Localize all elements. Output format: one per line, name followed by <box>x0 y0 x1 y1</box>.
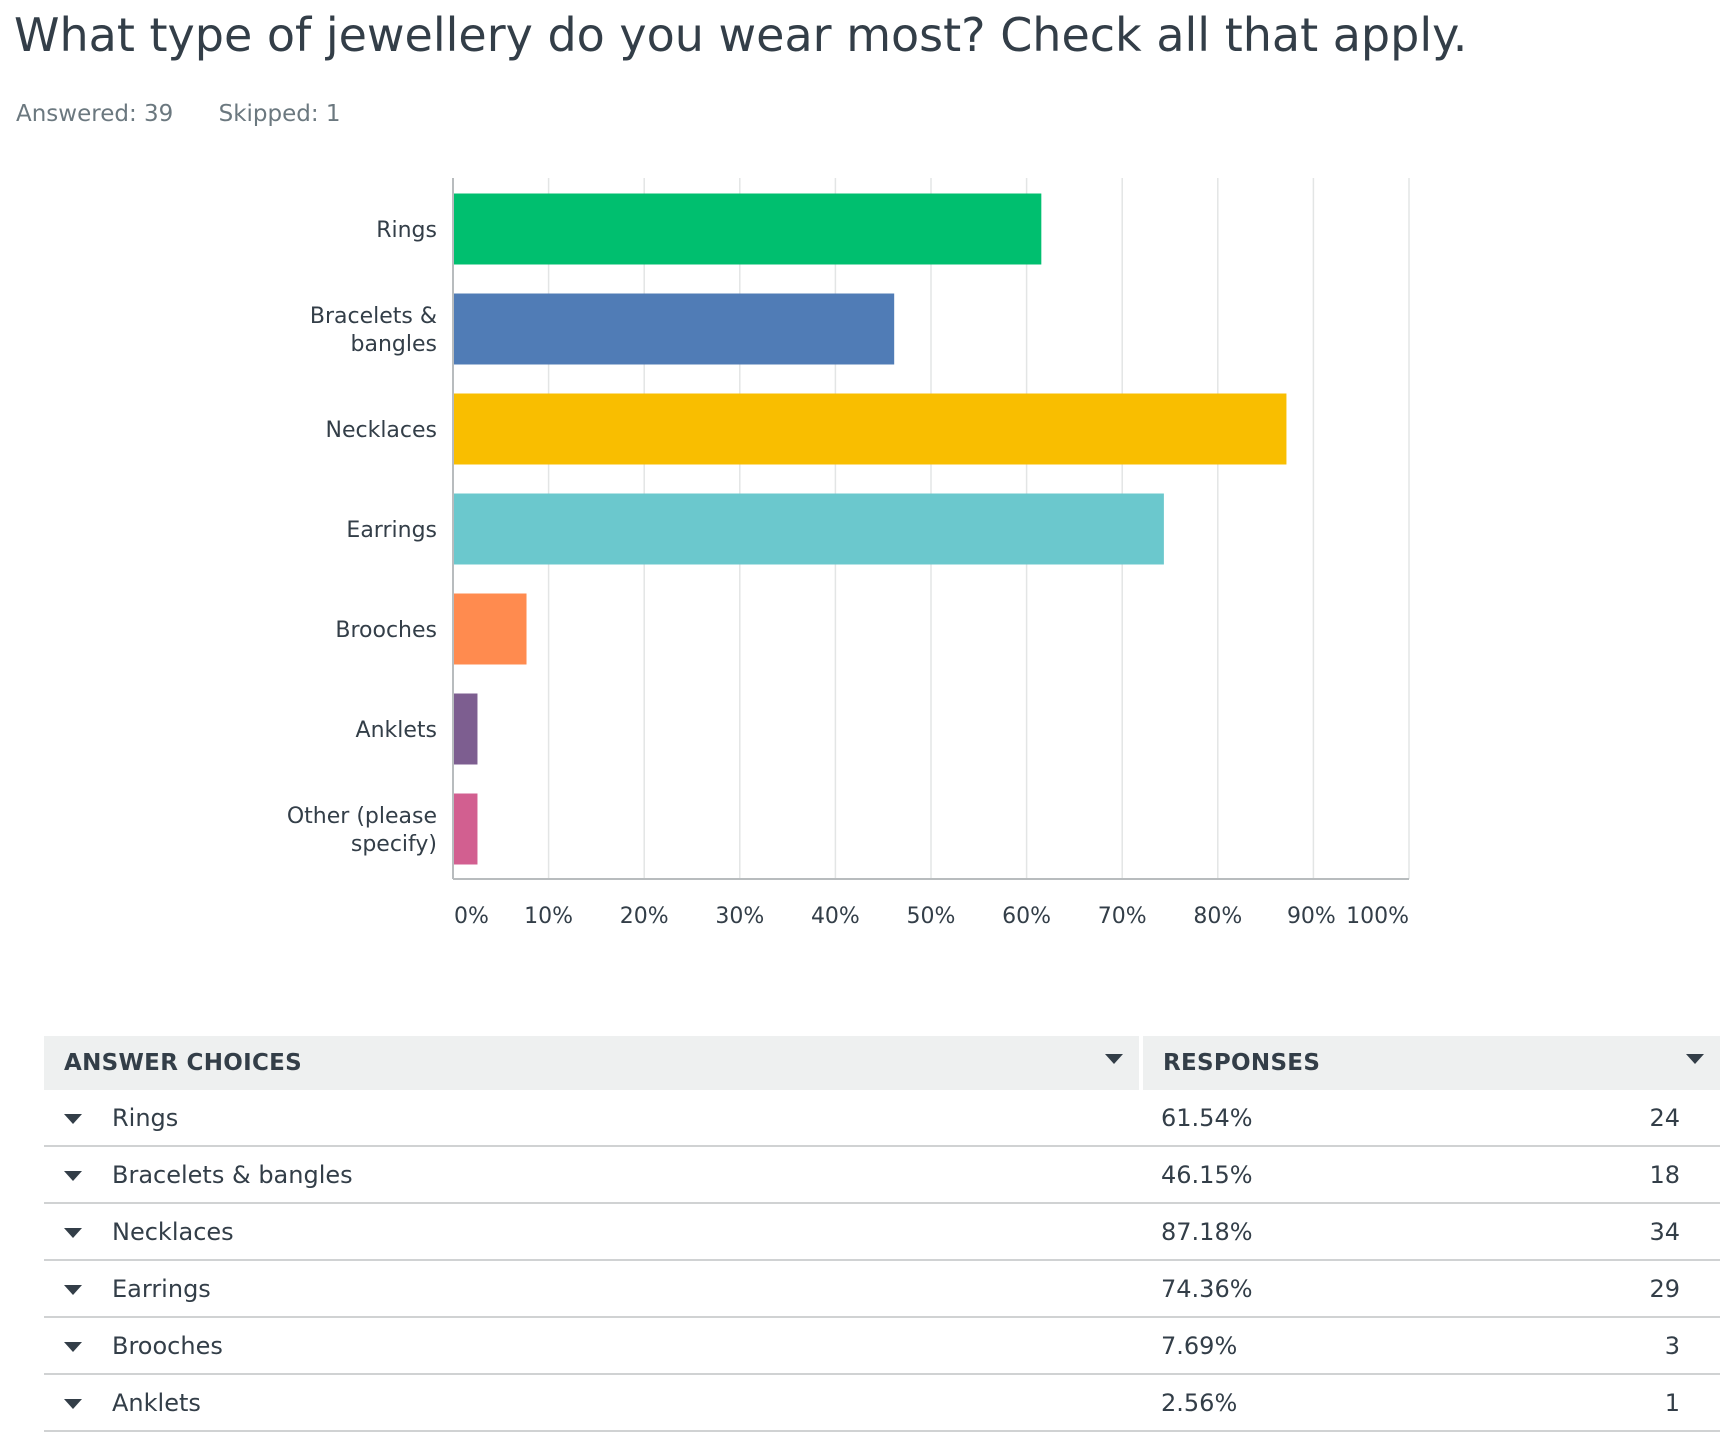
bar-brooches[interactable] <box>454 593 527 665</box>
table-row: Rings 61.54% 24 <box>44 1090 1720 1147</box>
answer-choice-label: Rings <box>112 1103 179 1132</box>
responses-header-label: RESPONSES <box>1163 1050 1321 1076</box>
bar-chart: 0% 10% 20% 30% 40% 50% 60% 70% 80% 90% 100% Rings Br… <box>287 178 1410 929</box>
category-label: Bracelets & bangles <box>310 304 437 357</box>
table-row: Brooches 7.69% 3 <box>44 1317 1720 1375</box>
sort-responses-icon[interactable] <box>1686 1054 1704 1064</box>
bar-necklaces[interactable] <box>454 393 1287 465</box>
category-label: Anklets <box>356 718 437 743</box>
answer-choice-cell: Earrings <box>44 1260 1141 1318</box>
response-count: 24 <box>1495 1090 1720 1147</box>
responses-header[interactable]: RESPONSES <box>1141 1036 1720 1090</box>
category-label: Necklaces <box>325 418 437 443</box>
expand-row-icon[interactable] <box>64 1113 82 1124</box>
answer-choice-cell: Anklets <box>44 1374 1141 1432</box>
response-count: 34 <box>1495 1203 1720 1261</box>
answer-choice-label: Brooches <box>112 1331 223 1360</box>
table-header-row: ANSWER CHOICES RESPONSES <box>44 1036 1720 1090</box>
sort-choices-icon[interactable] <box>1105 1054 1123 1064</box>
table-row: Anklets 2.56% 1 <box>44 1374 1720 1432</box>
expand-row-icon[interactable] <box>64 1170 82 1181</box>
x-tick-label: 50% <box>907 904 956 929</box>
response-percent: 61.54% <box>1141 1090 1496 1147</box>
x-tick-label: 90% <box>1287 904 1336 929</box>
answer-choice-cell: Necklaces <box>44 1203 1141 1261</box>
category-label: Brooches <box>335 618 437 643</box>
response-count: 18 <box>1495 1146 1720 1204</box>
response-percent: 7.69% <box>1141 1317 1496 1375</box>
answer-choice-label: Anklets <box>112 1388 201 1417</box>
response-count: 29 <box>1495 1260 1720 1318</box>
category-label: Other (please specify) <box>287 804 437 857</box>
answer-choices-header-label: ANSWER CHOICES <box>64 1050 303 1076</box>
x-tick-label: 20% <box>620 904 669 929</box>
table-row: Earrings 74.36% 29 <box>44 1260 1720 1318</box>
answer-choice-cell: Brooches <box>44 1317 1141 1375</box>
bar-other-please-specify[interactable] <box>454 793 478 865</box>
table-row: Necklaces 87.18% 34 <box>44 1203 1720 1261</box>
expand-row-icon[interactable] <box>64 1227 82 1238</box>
x-tick-label: 40% <box>811 904 860 929</box>
x-tick-label: 60% <box>1002 904 1051 929</box>
answered-count: Answered: 39 <box>16 101 174 127</box>
x-tick-label: 100% <box>1346 904 1409 929</box>
answer-choice-label: Bracelets & bangles <box>112 1160 353 1189</box>
answer-choice-cell: Rings <box>44 1090 1141 1147</box>
answer-choices-header[interactable]: ANSWER CHOICES <box>44 1036 1143 1090</box>
x-tick-label: 0% <box>454 904 489 929</box>
table-row: Bracelets & bangles 46.15% 18 <box>44 1146 1720 1204</box>
response-stats: Answered: 39 Skipped: 1 <box>16 101 379 127</box>
expand-row-icon[interactable] <box>64 1284 82 1295</box>
expand-row-icon[interactable] <box>64 1398 82 1409</box>
expand-row-icon[interactable] <box>64 1341 82 1352</box>
response-count: 1 <box>1495 1374 1720 1432</box>
category-label: Earrings <box>346 518 437 543</box>
bar-anklets[interactable] <box>454 693 478 765</box>
question-title: What type of jewellery do you wear most?… <box>14 8 1468 62</box>
answer-choice-label: Necklaces <box>112 1217 234 1246</box>
x-tick-label: 30% <box>715 904 764 929</box>
x-tick-label: 10% <box>524 904 573 929</box>
bar-earrings[interactable] <box>454 493 1164 565</box>
category-label: Rings <box>376 218 437 243</box>
response-percent: 74.36% <box>1141 1260 1496 1318</box>
response-percent: 2.56% <box>1141 1374 1496 1432</box>
bar-bracelets-bangles[interactable] <box>454 293 895 365</box>
answer-choice-label: Earrings <box>112 1274 211 1303</box>
bar-rings[interactable] <box>454 193 1042 265</box>
skipped-count: Skipped: 1 <box>218 101 341 127</box>
answer-choice-cell: Bracelets & bangles <box>44 1146 1141 1204</box>
response-count: 3 <box>1495 1317 1720 1375</box>
response-percent: 87.18% <box>1141 1203 1496 1261</box>
responses-table: ANSWER CHOICES RESPONSES Rings 61.54% 24 Br… <box>44 1036 1720 1432</box>
x-tick-label: 70% <box>1098 904 1147 929</box>
response-percent: 46.15% <box>1141 1146 1496 1204</box>
x-tick-label: 80% <box>1193 904 1242 929</box>
